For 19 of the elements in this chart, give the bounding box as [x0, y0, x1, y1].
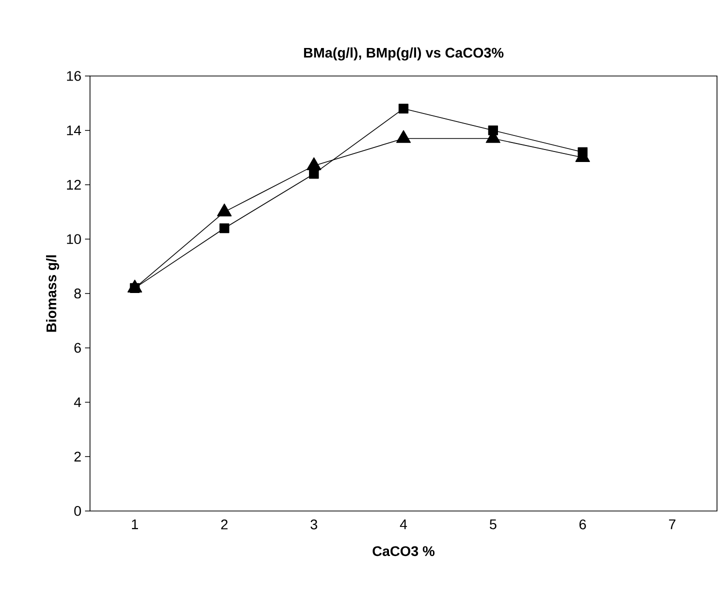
- x-axis-title: CaCO3 %: [372, 546, 435, 556]
- y-tick-label: 4: [74, 397, 82, 408]
- x-tick-label: 2: [221, 519, 228, 530]
- y-tick-label: 2: [74, 452, 81, 462]
- y-tick-label: 16: [67, 71, 81, 81]
- y-tick-label: 14: [67, 126, 82, 136]
- y-tick-label: 10: [67, 234, 81, 244]
- x-tick-label: 7: [669, 520, 676, 530]
- y-axis-title: Biomass g/l: [46, 255, 60, 332]
- x-tick-label: 5: [490, 520, 496, 530]
- y-tick-label: 8: [74, 288, 81, 298]
- y-tick-label: 12: [67, 180, 81, 190]
- y-tick-label: 6: [74, 342, 81, 353]
- x-tick-label: 4: [400, 520, 407, 530]
- x-tick-label: 3: [310, 519, 318, 530]
- x-tick-label: 6: [579, 519, 586, 530]
- chart-title: BMa(g/l), BMp(g/l) vs CaCO3%: [304, 47, 504, 60]
- x-tick-label: 1: [132, 520, 138, 530]
- y-tick-label: 0: [74, 506, 81, 516]
